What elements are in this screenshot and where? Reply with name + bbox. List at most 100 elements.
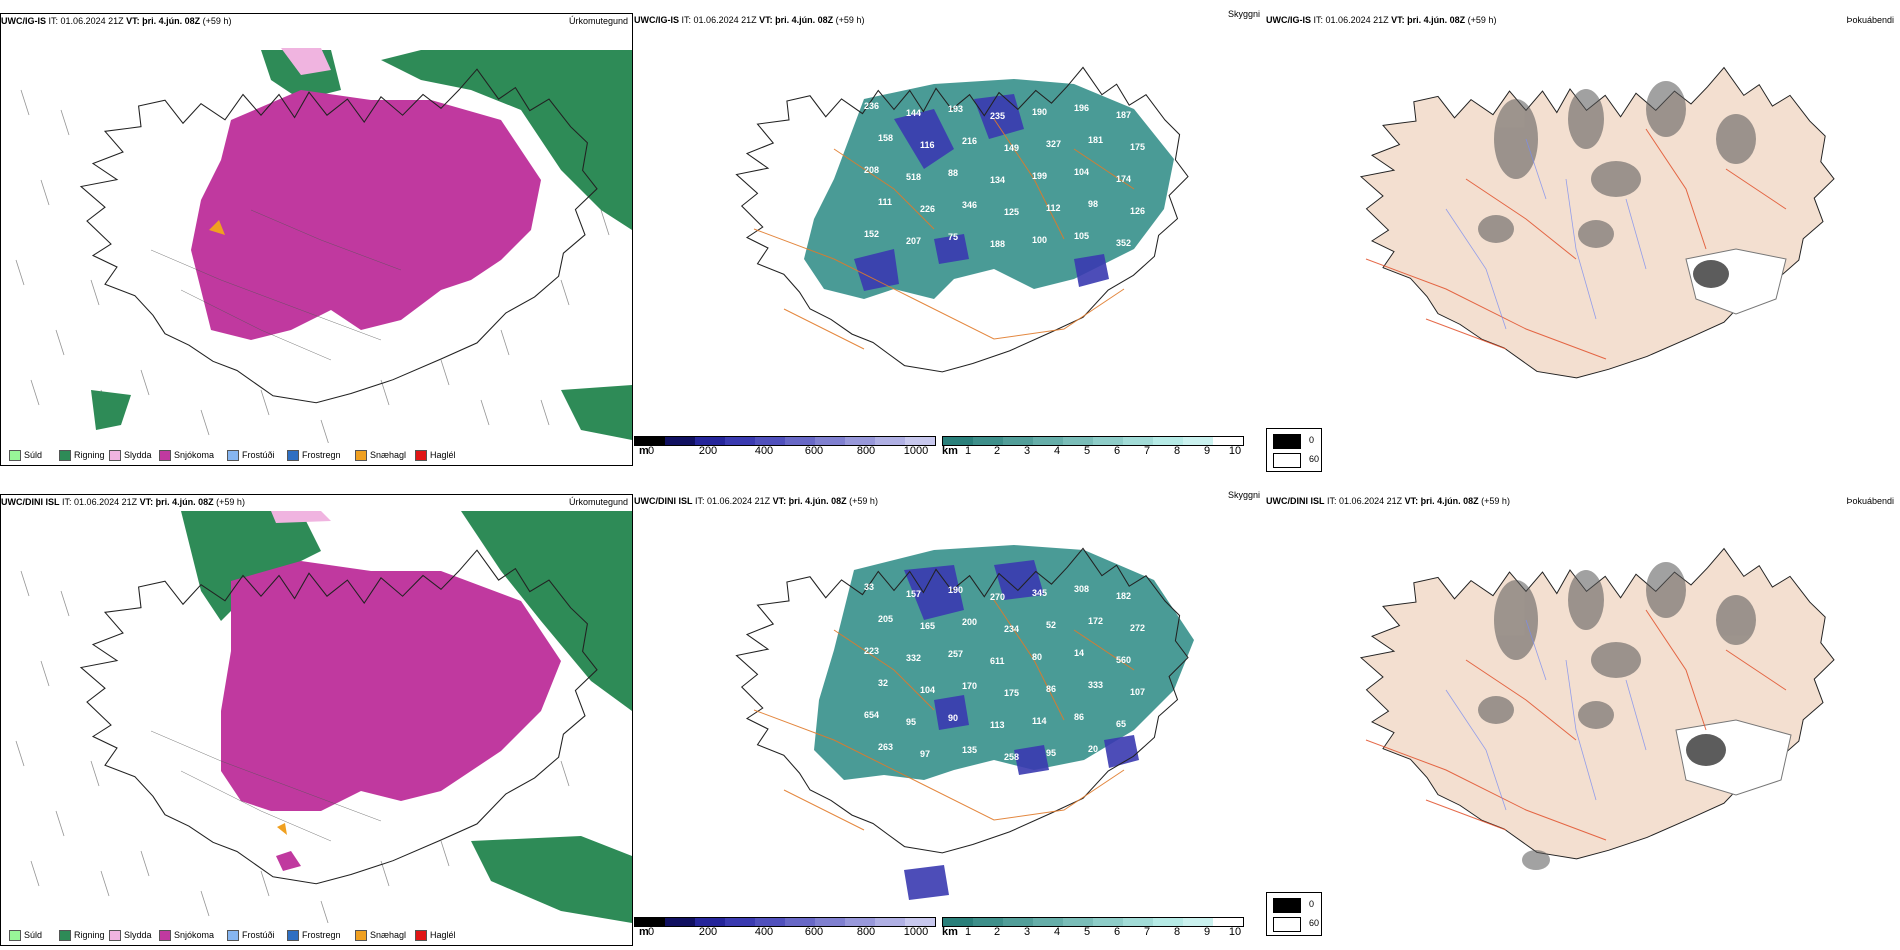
cloud-value-label: 170 <box>962 681 977 691</box>
legend-swatch <box>415 450 427 462</box>
cloud-value-label: 196 <box>1074 103 1089 113</box>
colorbar-segment <box>1183 918 1213 926</box>
panel-header: UWC/DINI ISL IT: 01.06.2024 21Z VT: þri.… <box>1 497 628 507</box>
cb-tick: 9 <box>1203 445 1211 457</box>
product-title: Þokuábendi <box>1846 15 1894 25</box>
fog-legend: 0 60 <box>1266 428 1322 472</box>
fog-map <box>1266 29 1898 429</box>
legend-item: Snæhagl <box>355 928 406 942</box>
legend-swatch <box>109 930 121 942</box>
colorbar-km-labels: km 1 2 3 4 5 6 7 8 9 10 <box>942 445 1242 459</box>
legend-item: Súld <box>9 448 42 462</box>
precip-map <box>1 511 632 923</box>
colorbar-segment <box>695 437 725 445</box>
cloud-value-label: 95 <box>906 717 916 727</box>
precip-legend: Súld Rigning Slydda Snjókoma Frostúði Fr… <box>9 928 629 942</box>
colorbar-km-scale <box>942 436 1244 446</box>
precip-map <box>1 30 632 443</box>
colorbar-segment <box>725 918 755 926</box>
cloud-value-label: 208 <box>864 165 879 175</box>
colorbar-segment <box>875 437 905 445</box>
cloud-value-label: 98 <box>1088 199 1098 209</box>
colorbar-segment <box>755 437 785 445</box>
legend-item: Slydda <box>109 928 152 942</box>
panel-header: UWC/DINI ISL IT: 01.06.2024 21Z VT: þri.… <box>634 490 1260 506</box>
cloud-map: 236 144 193 235 190 196 187 158 116 216 149 327 181 1… <box>634 29 1264 429</box>
cloud-value-label: 95 <box>1046 748 1056 758</box>
cloud-value-label: 152 <box>864 229 879 239</box>
cloud-value-label: 157 <box>906 589 921 599</box>
product-title: Skyggni <box>1227 9 1260 19</box>
cloud-value-label: 272 <box>1130 623 1145 633</box>
legend-swatch <box>287 450 299 462</box>
colorbar-segment <box>1153 437 1183 445</box>
legend-item: Rigning <box>59 448 105 462</box>
cloud-value-label: 20 <box>1088 744 1098 754</box>
cloud-value-label: 80 <box>1032 652 1042 662</box>
cloud-value-label: 187 <box>1116 110 1131 120</box>
cb-unit: m <box>639 926 649 938</box>
colorbar-segment <box>1003 437 1033 445</box>
colorbar-segment <box>1183 437 1213 445</box>
precip-legend: Súld Rigning Slydda Snjókoma Frostúði Fr… <box>9 448 629 462</box>
cloud-value-label: 158 <box>878 133 893 143</box>
cloud-panel-row1: UWC/IG-IS IT: 01.06.2024 21Z VT: þri. 4.… <box>634 9 1264 466</box>
legend-item: Frostúði <box>227 448 275 462</box>
cb-tick: 9 <box>1203 926 1211 938</box>
colorbar-segment <box>665 437 695 445</box>
cloud-value-label: 234 <box>1004 624 1019 634</box>
cloud-value-label: 236 <box>864 101 879 111</box>
colorbar-segment <box>943 437 973 445</box>
cb-tick: 600 <box>804 445 824 457</box>
colorbar-segment <box>1123 437 1153 445</box>
cloud-value-label: 181 <box>1088 135 1103 145</box>
legend-label: 60 <box>1309 918 1320 928</box>
colorbar-segment <box>1063 437 1093 445</box>
cloud-value-label: 90 <box>948 713 958 723</box>
cloud-value-label: 174 <box>1116 174 1131 184</box>
cloud-value-label: 14 <box>1074 648 1084 658</box>
cloud-panel-row2: UWC/DINI ISL IT: 01.06.2024 21Z VT: þri.… <box>634 490 1264 946</box>
cloud-value-label: 116 <box>920 140 935 150</box>
colorbar-segment <box>905 437 935 445</box>
cloud-value-labels: 33 157 190 270 345 308 182 205 165 200 234 52 172 272… <box>864 582 1145 762</box>
legend-label: 0 <box>1309 899 1315 909</box>
legend-swatch <box>59 930 71 942</box>
colorbar-segment <box>1213 918 1243 926</box>
cloud-value-label: 199 <box>1032 171 1047 181</box>
colorbar-segment <box>845 918 875 926</box>
cloud-value-label: 114 <box>1032 716 1047 726</box>
cloud-value-label: 111 <box>878 197 892 207</box>
colorbar-segment <box>905 918 935 926</box>
legend-label: 60 <box>1309 454 1320 464</box>
colorbar-segment <box>785 437 815 445</box>
colorbar-segment <box>875 918 905 926</box>
cb-tick: 7 <box>1143 445 1151 457</box>
cb-tick: 400 <box>754 445 774 457</box>
cb-tick: 200 <box>698 445 718 457</box>
colorbar-segment <box>943 918 973 926</box>
cb-tick: 5 <box>1083 926 1091 938</box>
cloud-value-label: 112 <box>1046 203 1061 213</box>
legend-item: Snjókoma <box>159 928 214 942</box>
cloud-value-label: 100 <box>1032 235 1047 245</box>
cloud-value-label: 270 <box>990 592 1005 602</box>
cb-tick: 3 <box>1023 926 1031 938</box>
fog-panel-row1: UWC/IG-IS IT: 01.06.2024 21Z VT: þri. 4.… <box>1266 13 1898 472</box>
legend-swatch <box>287 930 299 942</box>
cloud-value-label: 33 <box>864 582 874 592</box>
cloud-value-label: 258 <box>1004 752 1019 762</box>
cloud-value-label: 104 <box>1074 167 1089 177</box>
cloud-value-label: 65 <box>1116 719 1126 729</box>
cloud-value-label: 257 <box>948 649 963 659</box>
legend-swatch <box>1273 453 1301 468</box>
cloud-value-label: 654 <box>864 710 879 720</box>
cb-tick: 10 <box>1228 445 1242 457</box>
legend-swatch <box>355 450 367 462</box>
cloud-value-label: 97 <box>920 749 930 759</box>
cloud-value-label: 193 <box>948 104 963 114</box>
cloud-value-label: 332 <box>906 653 921 663</box>
product-title: Úrkomutegund <box>568 16 628 26</box>
cloud-value-label: 149 <box>1004 143 1019 153</box>
cloud-value-label: 175 <box>1130 142 1145 152</box>
